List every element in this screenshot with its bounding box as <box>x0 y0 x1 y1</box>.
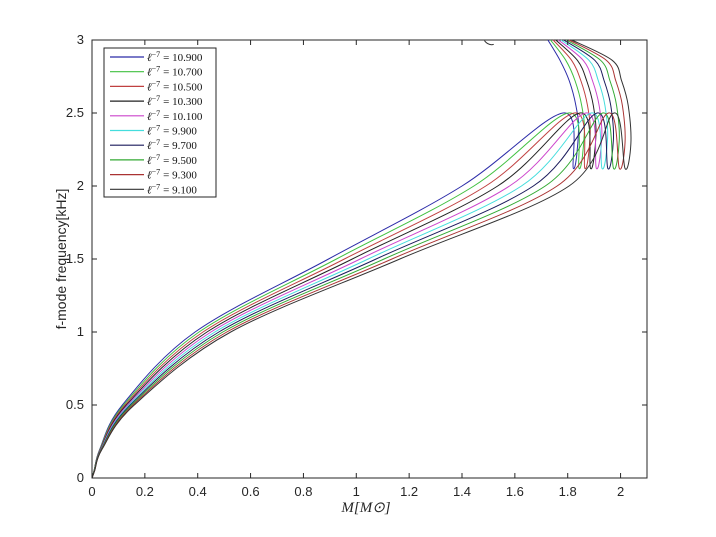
series-line <box>91 39 603 479</box>
legend-label: ℓ−7 = 9.900 <box>147 124 197 138</box>
x-tick-label: 0 <box>88 484 95 499</box>
y-tick-label: 1 <box>77 324 84 339</box>
y-tick-label: 0.5 <box>66 397 84 412</box>
x-ticks: 0 0.2 0.4 0.6 0.8 1 1.2 1.4 1.6 1.8 2 <box>88 40 624 499</box>
stray-curve <box>484 40 494 46</box>
x-tick-label: 0.4 <box>189 484 207 499</box>
y-ticks: 0 0.5 1 1.5 2 2.5 3 <box>66 32 647 485</box>
legend-label: ℓ−7 = 9.700 <box>147 138 197 152</box>
series-line <box>91 39 591 479</box>
x-tick-label: 2 <box>617 484 624 499</box>
y-tick-label: 3 <box>77 32 84 47</box>
legend-item: ℓ−7 = 10.100 <box>110 109 203 123</box>
series-line <box>91 39 597 479</box>
y-tick-label: 1.5 <box>66 251 84 266</box>
x-tick-label: 1 <box>353 484 360 499</box>
series-line <box>91 39 620 479</box>
series-line <box>91 39 626 479</box>
stray-curve-segment <box>484 40 494 46</box>
legend-item: ℓ−7 = 10.500 <box>110 79 203 93</box>
legend-item: ℓ−7 = 10.700 <box>110 65 203 79</box>
y-tick-label: 2 <box>77 178 84 193</box>
y-tick-label: 2.5 <box>66 105 84 120</box>
x-tick-label: 1.2 <box>400 484 418 499</box>
x-tick-label: 0.6 <box>242 484 260 499</box>
legend-label: ℓ−7 = 9.100 <box>147 182 197 196</box>
x-tick-label: 1.8 <box>559 484 577 499</box>
series-line <box>91 39 615 479</box>
legend-label: ℓ−7 = 10.500 <box>147 79 203 93</box>
x-tick-label: 1.6 <box>506 484 524 499</box>
y-tick-label: 0 <box>77 470 84 485</box>
legend-label: ℓ−7 = 9.500 <box>147 153 197 167</box>
series-line <box>91 39 609 479</box>
legend-label: ℓ−7 = 10.900 <box>147 50 203 64</box>
legend-label: ℓ−7 = 10.100 <box>147 109 203 123</box>
series-curves <box>91 39 632 479</box>
x-tick-label: 1.4 <box>453 484 471 499</box>
series-line <box>91 39 580 479</box>
y-axis-label: f-mode frequency[kHz] <box>53 189 69 330</box>
x-axis-label: M[M⊙] <box>340 500 390 516</box>
series-line <box>91 39 585 479</box>
legend-box <box>103 47 217 198</box>
legend-label: ℓ−7 = 10.700 <box>147 65 203 79</box>
legend-item: ℓ−7 = 9.100 <box>110 182 197 196</box>
legend-item: ℓ−7 = 9.500 <box>110 153 197 167</box>
legend-item: ℓ−7 = 10.900 <box>110 50 203 64</box>
legend-item: ℓ−7 = 10.300 <box>110 94 203 108</box>
legend-label: ℓ−7 = 9.300 <box>147 168 197 182</box>
legend-item: ℓ−7 = 9.900 <box>110 124 197 138</box>
legend-item: ℓ−7 = 9.700 <box>110 138 197 152</box>
legend-item: ℓ−7 = 9.300 <box>110 168 197 182</box>
series-line <box>91 39 632 479</box>
legend-label: ℓ−7 = 10.300 <box>147 94 203 108</box>
x-tick-label: 0.8 <box>294 484 312 499</box>
x-tick-label: 0.2 <box>136 484 154 499</box>
